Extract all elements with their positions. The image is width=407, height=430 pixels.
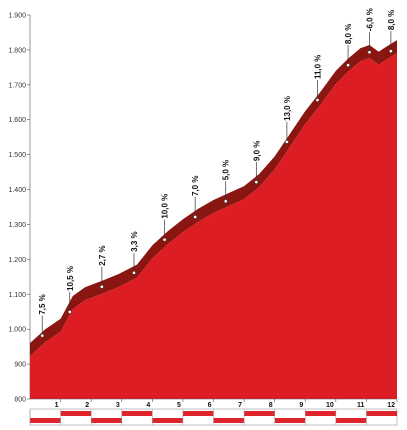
y-tick-label: 1.300: [8, 222, 26, 229]
y-tick-label: 1.900: [8, 13, 26, 20]
gradient-label: 10,5 %: [66, 266, 75, 291]
x-tick-label: 4: [146, 402, 150, 409]
km-bar-segment: [91, 418, 122, 423]
gradient-marker: [315, 98, 320, 102]
y-tick-label: 1.400: [8, 187, 26, 194]
gradient-label: 7,0 %: [191, 176, 200, 196]
gradient-marker: [162, 237, 167, 242]
profile-fill: [30, 53, 397, 399]
km-bar-segment: [152, 418, 183, 423]
x-tick-label: 1: [55, 402, 59, 409]
gradient-marker: [254, 180, 259, 184]
x-tick-label: 10: [326, 402, 334, 409]
gradient-label: 2,7 %: [98, 245, 107, 265]
km-bar-segment: [213, 418, 245, 423]
x-tick-label: 2: [85, 402, 89, 409]
y-tick-label: 900: [14, 362, 26, 369]
x-tick-label: 11: [357, 402, 365, 409]
x-tick-label: 5: [177, 402, 181, 409]
gradient-label: 10,0 %: [161, 194, 170, 219]
x-tick-label: 3: [116, 402, 120, 409]
gradient-marker: [389, 49, 393, 54]
gradient-label: 5,0 %: [222, 160, 231, 180]
km-bar: [29, 408, 398, 426]
gradient-labels: 7,5 % 10,5 % 2,7 % 3,3 % 10,0 % 7,0 % 5,0 % 9,0…: [38, 8, 396, 338]
gradient-label: 9,0 %: [252, 141, 261, 161]
gradient-marker: [193, 215, 197, 219]
y-tick-label: 1.500: [8, 152, 26, 159]
y-tick-label: 1.200: [8, 257, 26, 264]
gradient-label: 3,3 %: [130, 231, 139, 251]
km-bar-segment: [121, 411, 153, 416]
y-tick-label: 1.700: [8, 82, 26, 89]
gradient-label: 7,5 %: [38, 294, 47, 314]
profile-ridge-band: [30, 40, 397, 357]
km-bar-segment: [305, 411, 336, 416]
x-tick-label: 7: [238, 402, 242, 409]
km-bar-segment: [60, 411, 92, 416]
y-tick-label: 800: [14, 397, 26, 404]
gradient-marker: [100, 284, 104, 289]
gradient-marker: [346, 63, 350, 67]
x-tick-label: 12: [387, 402, 395, 409]
km-bar-segment: [244, 411, 275, 416]
y-tick-label: 1.800: [8, 47, 26, 54]
gradient-marker: [367, 50, 372, 55]
gradient-label: 8,0 %: [387, 10, 396, 30]
x-tick-label: 9: [299, 402, 303, 409]
gradient-marker: [223, 199, 228, 204]
gradient-label: 11,0 %: [313, 55, 322, 79]
y-axis: 800 900 1.000 1.100 1.200 1.300 1.400 1.500 1.60…: [8, 13, 31, 404]
gradient-marker: [285, 140, 289, 144]
y-tick-label: 1.600: [8, 117, 26, 124]
gradient-label: -6,0 %: [365, 8, 374, 31]
gradient-marker: [67, 310, 72, 314]
x-tick-label: 6: [208, 402, 212, 409]
gradient-label: 13,0 %: [283, 96, 292, 121]
profile-area: [30, 40, 397, 399]
gradient-label: 8,0 %: [344, 24, 353, 44]
gradient-marker: [40, 333, 45, 338]
y-tick-label: 1.100: [8, 292, 26, 299]
km-bar-segment: [335, 418, 367, 423]
km-bar-segment: [366, 411, 397, 416]
km-bar-segment: [274, 418, 306, 423]
y-tick-label: 1.000: [8, 327, 26, 334]
km-bar-segment: [182, 411, 214, 416]
x-tick-label: 8: [269, 402, 273, 409]
gradient-marker: [132, 270, 136, 275]
km-bar-segment: [30, 418, 61, 423]
x-axis: 1 2 3 4 5 6 7 8 9 10 11 12: [30, 398, 398, 409]
